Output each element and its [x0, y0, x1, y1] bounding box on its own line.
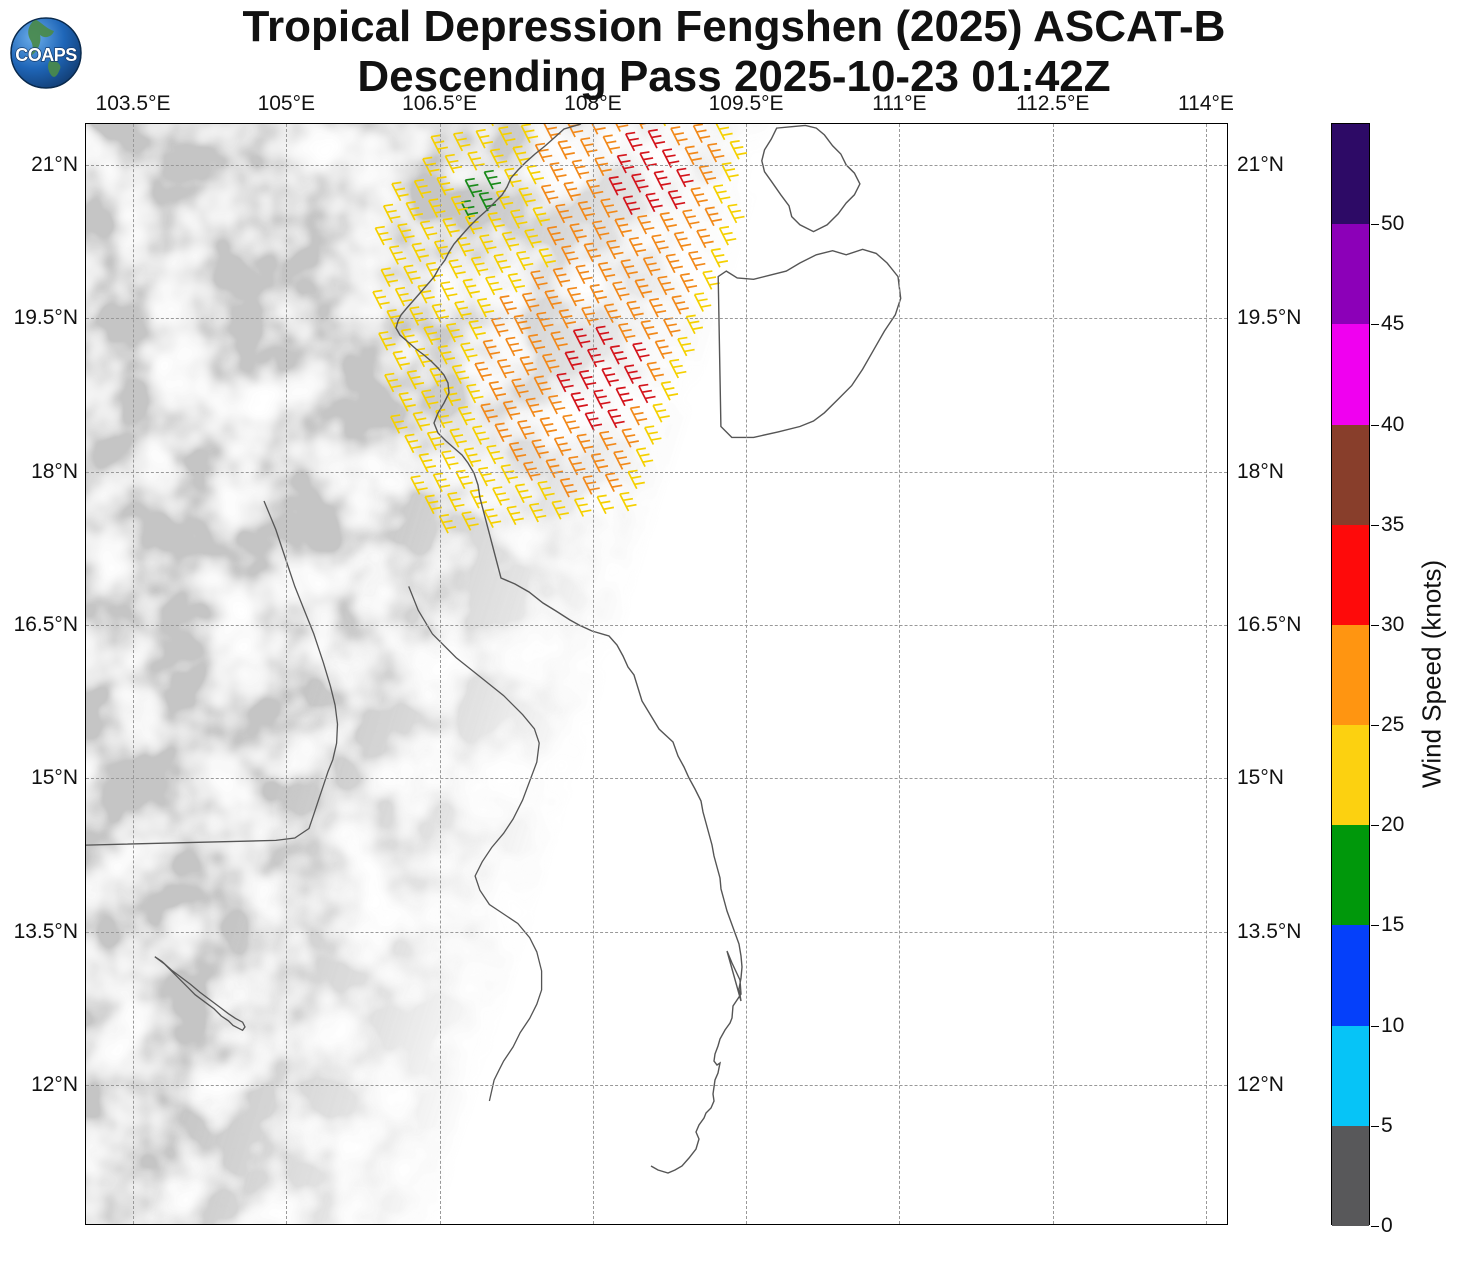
svg-text:COAPS: COAPS [15, 45, 77, 65]
